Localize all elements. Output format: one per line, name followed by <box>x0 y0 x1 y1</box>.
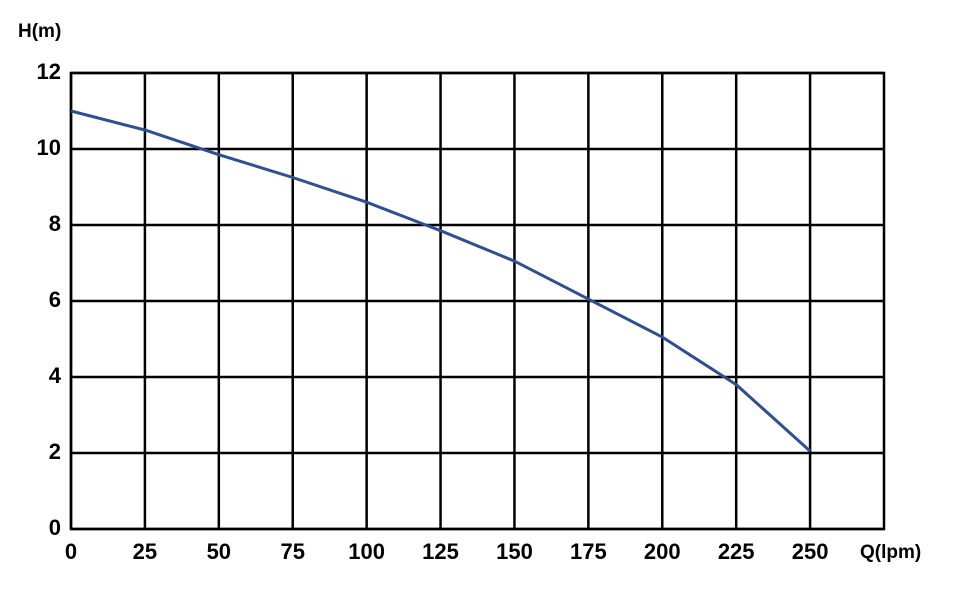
y-tick-label: 10 <box>37 135 61 160</box>
x-tick-label: 200 <box>644 539 681 564</box>
y-tick-label: 2 <box>49 439 61 464</box>
x-axis-label: Q(lpm) <box>860 542 921 563</box>
x-tick-label: 25 <box>133 539 157 564</box>
plot-border <box>69 71 886 531</box>
x-tick-label: 175 <box>570 539 607 564</box>
x-tick-label: 75 <box>280 539 304 564</box>
x-tick-label: 150 <box>496 539 533 564</box>
y-tick-label: 0 <box>49 515 61 540</box>
y-tick-label: 8 <box>49 211 61 236</box>
x-tick-label: 50 <box>207 539 231 564</box>
curve <box>70 109 812 453</box>
x-tick-label: 100 <box>348 539 385 564</box>
x-tick-label: 125 <box>422 539 459 564</box>
x-tick-label: 225 <box>718 539 755 564</box>
y-axis-label: H(m) <box>18 21 61 42</box>
y-tick-label: 4 <box>49 363 62 388</box>
y-tick-label: 12 <box>37 59 61 84</box>
x-tick-label: 250 <box>792 539 829 564</box>
y-tick-label: 6 <box>49 287 61 312</box>
x-tick-label: 0 <box>65 539 77 564</box>
